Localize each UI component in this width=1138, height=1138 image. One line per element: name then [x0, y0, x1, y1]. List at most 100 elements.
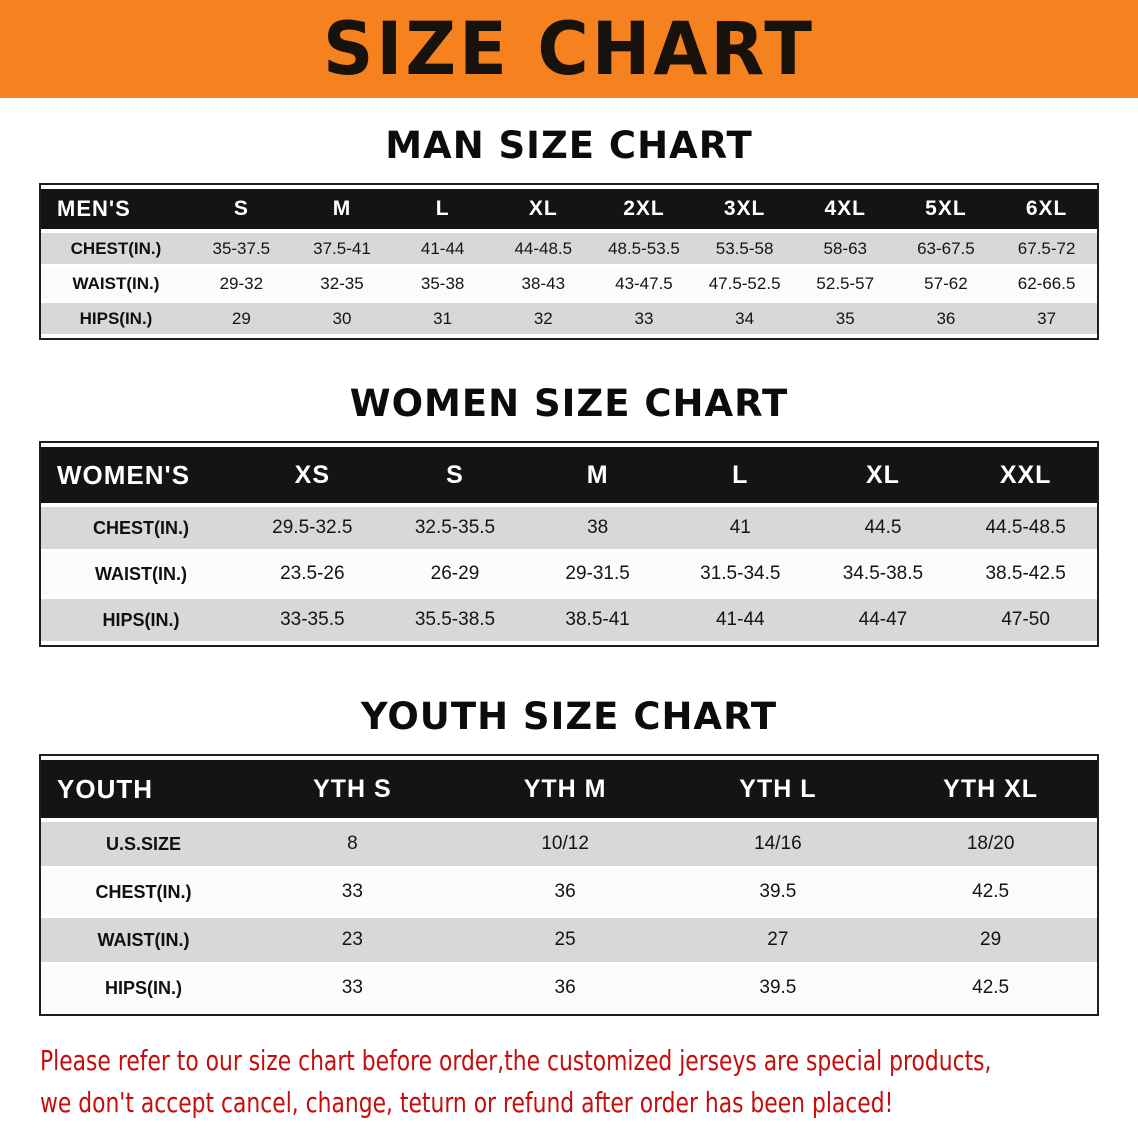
- women-size-table-wrap: WOMEN'S XS S M L XL XXL CHEST(IN.) 29.5-32.5 32.5…: [39, 441, 1099, 647]
- value-cell: 29-32: [219, 273, 264, 293]
- value-cell: 38: [587, 517, 609, 538]
- row-label-cell: CHEST(IN.): [70, 238, 162, 258]
- row-label-cell: CHEST(IN.): [93, 517, 189, 538]
- value-cell: 35: [835, 308, 855, 328]
- value-cell: 31: [433, 308, 453, 328]
- value-cell: 38.5-42.5: [985, 563, 1066, 584]
- table-title-cell: YOUTH: [41, 760, 246, 818]
- value-cell: 35.5-38.5: [414, 609, 496, 630]
- value-cell: 29.5-32.5: [272, 517, 353, 538]
- value-cell: 41-44: [715, 609, 765, 630]
- table-row: CHEST(IN.) 33 36 39.5 42.5: [41, 870, 1097, 914]
- value-cell: 47.5-52.5: [708, 273, 781, 293]
- row-label-cell: HIPS(IN.): [79, 308, 153, 328]
- table-row: CHEST(IN.) 35-37.5 37.5-41 41-44 44-48.5 48.5…: [41, 233, 1097, 264]
- value-cell: 39.5: [759, 881, 797, 902]
- men-size-table-wrap: MEN'S S M L XL 2XL 3XL 4XL 5XL 6XL CHEST(IN.) 35-37…: [39, 183, 1099, 340]
- value-cell: 34.5-38.5: [842, 563, 924, 584]
- table-row: WAIST(IN.) 23.5-26 26-29 29-31.5 31.5-34.5 34…: [41, 553, 1097, 595]
- value-cell: 44.5: [864, 517, 902, 538]
- men-size-table: MEN'S S M L XL 2XL 3XL 4XL 5XL 6XL CHEST(IN.) 35-37…: [41, 185, 1097, 338]
- footer-note: Please refer to our size chart before or…: [0, 1040, 1138, 1138]
- value-cell: 25: [554, 929, 576, 950]
- table-header-row: YOUTH YTH S YTH M YTH L YTH XL: [41, 760, 1097, 818]
- value-cell: 33-35.5: [280, 609, 345, 630]
- size-header-cell: XXL: [954, 447, 1097, 503]
- table-row: WAIST(IN.) 29-32 32-35 35-38 38-43 43-47.5 47.…: [41, 268, 1097, 299]
- value-cell: 53.5-58: [715, 238, 774, 258]
- value-cell: 44-48.5: [514, 238, 573, 258]
- value-cell: 29: [231, 308, 251, 328]
- value-cell: 8: [347, 833, 358, 854]
- value-cell: 43-47.5: [615, 273, 673, 293]
- women-size-table: WOMEN'S XS S M L XL XXL CHEST(IN.) 29.5-32.5 32.5…: [41, 443, 1097, 645]
- value-cell: 30: [332, 308, 352, 328]
- row-label-cell: WAIST(IN.): [72, 273, 160, 293]
- value-cell: 27: [767, 929, 789, 950]
- row-label-cell: CHEST(IN.): [95, 881, 192, 902]
- size-header-cell: 3XL: [694, 189, 795, 229]
- size-header-cell: YTH L: [671, 760, 885, 818]
- value-cell: 18/20: [966, 833, 1015, 854]
- value-cell: 33: [634, 308, 654, 328]
- value-cell: 23.5-26: [280, 563, 345, 584]
- value-cell: 57-62: [924, 273, 968, 293]
- value-cell: 41: [729, 517, 751, 538]
- table-header-row: WOMEN'S XS S M L XL XXL: [41, 447, 1097, 503]
- value-cell: 38.5-41: [565, 609, 630, 630]
- value-cell: 39.5: [759, 977, 797, 998]
- size-chart-banner: SIZE CHART: [0, 0, 1138, 98]
- value-cell: 36: [936, 308, 956, 328]
- table-header-row: MEN'S S M L XL 2XL 3XL 4XL 5XL 6XL: [41, 189, 1097, 229]
- table-title-cell: MEN'S: [41, 189, 191, 229]
- table-row: WAIST(IN.) 23 25 27 29: [41, 918, 1097, 962]
- value-cell: 32-35: [320, 273, 364, 293]
- value-cell: 35-38: [420, 273, 465, 293]
- value-cell: 32: [533, 308, 553, 328]
- size-header-cell: S: [191, 189, 292, 229]
- value-cell: 23: [341, 929, 363, 950]
- youth-size-table-wrap: YOUTH YTH S YTH M YTH L YTH XL U.S.SIZE 8 10/12…: [39, 754, 1099, 1016]
- value-cell: 33: [341, 977, 363, 998]
- size-header-cell: S: [383, 447, 527, 503]
- value-cell: 38-43: [521, 273, 566, 293]
- youth-section-heading: YOUTH SIZE CHART: [360, 695, 778, 738]
- value-cell: 47-50: [1001, 609, 1050, 630]
- value-cell: 37: [1037, 308, 1057, 328]
- value-cell: 41-44: [420, 238, 465, 258]
- page-title: SIZE CHART: [322, 5, 816, 93]
- value-cell: 36: [554, 977, 576, 998]
- value-cell: 67.5-72: [1017, 238, 1076, 258]
- table-row: HIPS(IN.) 33 36 39.5 42.5: [41, 966, 1097, 1010]
- size-header-cell: 4XL: [794, 189, 896, 229]
- value-cell: 52.5-57: [816, 273, 875, 293]
- value-cell: 29: [980, 929, 1002, 950]
- row-label-cell: HIPS(IN.): [102, 609, 180, 630]
- size-header-cell: 6XL: [996, 189, 1097, 229]
- row-label-cell: WAIST(IN.): [97, 929, 190, 950]
- table-title-cell: WOMEN'S: [41, 447, 241, 503]
- value-cell: 35-37.5: [212, 238, 271, 258]
- size-header-cell: YTH M: [458, 760, 672, 818]
- size-header-cell: L: [668, 447, 812, 503]
- youth-size-table: YOUTH YTH S YTH M YTH L YTH XL U.S.SIZE 8 10/12…: [41, 756, 1097, 1014]
- size-header-cell: M: [291, 189, 393, 229]
- size-header-cell: L: [392, 189, 493, 229]
- row-label-cell: HIPS(IN.): [104, 977, 182, 998]
- size-header-cell: XL: [811, 447, 955, 503]
- men-section-heading: MAN SIZE CHART: [385, 124, 753, 167]
- value-cell: 63-67.5: [917, 238, 975, 258]
- value-cell: 33: [341, 881, 363, 902]
- size-header-cell: XL: [492, 189, 594, 229]
- value-cell: 37.5-41: [313, 238, 371, 258]
- value-cell: 34: [735, 308, 755, 328]
- size-header-cell: 5XL: [895, 189, 997, 229]
- value-cell: 10/12: [541, 833, 589, 854]
- row-label-cell: U.S.SIZE: [105, 833, 181, 854]
- value-cell: 58-63: [823, 238, 867, 258]
- footer-note-line-1: Please refer to our size chart before or…: [40, 1044, 992, 1077]
- table-row: CHEST(IN.) 29.5-32.5 32.5-35.5 38 41 44.5 44.5…: [41, 507, 1097, 549]
- value-cell: 14/16: [754, 833, 802, 854]
- size-header-cell: 2XL: [593, 189, 695, 229]
- footer-note-line-2: we don't accept cancel, change, teturn o…: [40, 1086, 894, 1119]
